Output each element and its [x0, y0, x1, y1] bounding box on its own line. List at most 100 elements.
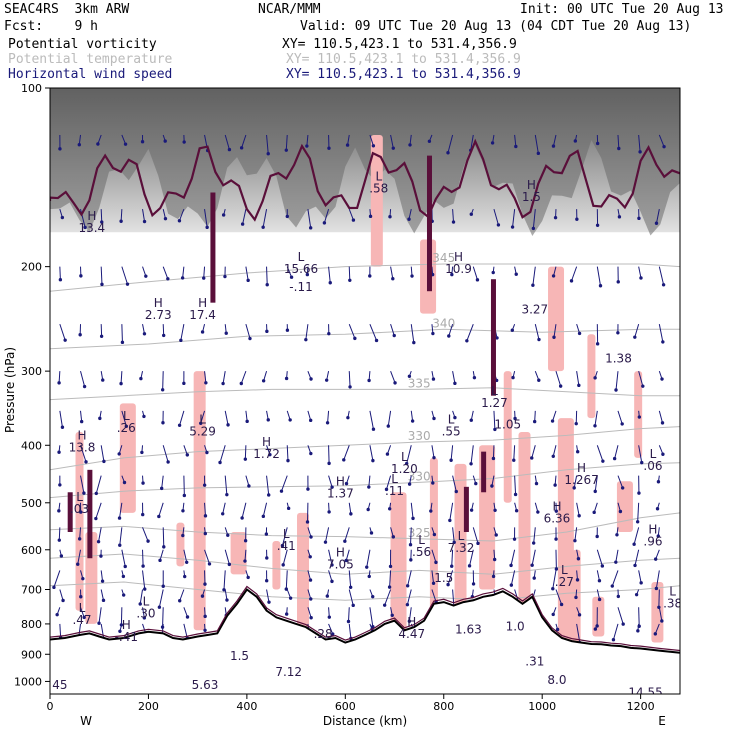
wind-arrow: [450, 445, 454, 461]
wind-arrow-head: [410, 419, 415, 423]
wind-arrow: [638, 607, 640, 627]
wind-arrow: [510, 570, 516, 586]
wind-arrow-head: [635, 520, 640, 524]
extremum-marker: H: [336, 475, 345, 489]
wind-arrow: [369, 323, 378, 341]
extremum-value: 10.9: [445, 262, 472, 276]
wind-arrow-head: [200, 330, 205, 334]
wind-arrow: [266, 475, 270, 496]
wind-arrow-head: [79, 510, 83, 514]
wind-arrow: [323, 208, 330, 224]
wind-arrow: [389, 570, 392, 588]
pv-high-area: [176, 522, 185, 567]
wind-arrow-head: [554, 567, 559, 571]
wind-arrow-head: [575, 449, 580, 454]
wind-arrow-head: [182, 381, 186, 386]
wind-arrow: [162, 266, 169, 279]
wind-arrow: [80, 475, 85, 494]
wind-arrow: [470, 134, 474, 151]
wind-arrow-head: [79, 419, 84, 424]
header-model: SEAC4RS 3km ARW: [4, 2, 130, 17]
wind-arrow-head: [532, 419, 537, 424]
extremum-marker: H: [577, 461, 586, 475]
wind-arrow-head: [450, 564, 454, 568]
wind-arrow-head: [368, 214, 373, 219]
wind-arrow-head: [474, 481, 478, 486]
wind-arrow-head: [469, 508, 474, 512]
wind-arrow-head: [57, 509, 61, 513]
wind-arrow-head: [266, 418, 270, 422]
wind-arrow-head: [163, 139, 167, 143]
wind-arrow-head: [94, 516, 98, 521]
wind-arrow-head: [537, 337, 541, 342]
pv-high-area: [634, 371, 643, 458]
wind-arrow-head: [510, 225, 515, 229]
pv-high-area: [230, 531, 247, 575]
wind-arrow-head: [550, 419, 555, 423]
y-tick-label: 200: [21, 261, 42, 274]
wind-arrow-head: [351, 603, 355, 608]
wind-arrow: [553, 324, 557, 338]
wind-arrow-head: [453, 381, 457, 386]
wind-arrow: [552, 134, 557, 147]
wind-arrow-head: [469, 462, 473, 466]
wind-arrow-head: [600, 564, 605, 568]
wind-arrow: [390, 323, 395, 336]
wind-arrow-head: [288, 596, 293, 600]
wind-arrow: [514, 475, 517, 495]
wind-arrow-head: [534, 481, 539, 486]
isentrope-line: [50, 263, 680, 292]
wind-arrow-head: [264, 532, 269, 536]
wind-arrow: [121, 324, 123, 343]
wind-arrow: [80, 209, 86, 228]
x-tick-label: 1000: [528, 700, 556, 713]
pv-dark-contour: [67, 492, 73, 532]
wind-arrow-head: [491, 456, 496, 461]
wind-arrow-head: [368, 274, 372, 278]
wind-arrow-head: [243, 559, 247, 563]
wind-arrow: [219, 445, 226, 463]
wind-arrow-head: [139, 376, 143, 381]
x-tick-label: 800: [433, 700, 454, 713]
wind-arrow-head: [309, 597, 313, 601]
wind-arrow-head: [494, 533, 498, 537]
extremum-marker: H: [648, 522, 657, 536]
wind-arrow-head: [641, 384, 645, 388]
wind-arrow-head: [203, 628, 207, 633]
isentrope-line: [50, 512, 680, 542]
wind-arrow-head: [617, 215, 622, 219]
wind-arrow-head: [639, 581, 643, 585]
wind-arrow-head: [55, 612, 59, 617]
wind-arrow-head: [204, 381, 208, 385]
wind-arrow: [431, 549, 437, 563]
wind-arrow-head: [371, 144, 376, 148]
wind-arrow-head: [536, 510, 540, 514]
wind-arrow: [390, 370, 396, 384]
wind-arrow-head: [382, 603, 387, 607]
wind-arrow: [142, 570, 146, 590]
wind-arrow: [615, 371, 619, 391]
wind-arrow-head: [118, 629, 122, 633]
wind-arrow-head: [536, 151, 541, 156]
wind-arrow-head: [392, 333, 396, 338]
wind-arrow: [224, 134, 230, 150]
y-axis-title: Pressure (hPa): [3, 347, 17, 433]
extremum-value: .26: [117, 421, 136, 435]
wind-arrow: [531, 549, 536, 566]
wind-arrow-head: [100, 282, 104, 287]
wind-arrow-head: [327, 331, 331, 336]
wind-arrow-head: [532, 576, 536, 580]
wind-arrow: [552, 410, 557, 422]
wind-arrow: [614, 445, 619, 459]
extremum-marker: L: [76, 490, 83, 504]
wind-arrow-head: [161, 584, 165, 588]
wind-arrow-head: [161, 333, 166, 338]
wind-arrow-head: [391, 535, 396, 539]
wind-arrow: [512, 209, 516, 228]
extremum-value: 4.47: [398, 627, 425, 641]
wind-arrow-head: [143, 587, 147, 591]
wind-arrow: [100, 266, 103, 285]
wind-arrow: [513, 445, 516, 461]
wind-arrow-head: [142, 332, 147, 336]
wind-arrow-head: [203, 582, 207, 586]
